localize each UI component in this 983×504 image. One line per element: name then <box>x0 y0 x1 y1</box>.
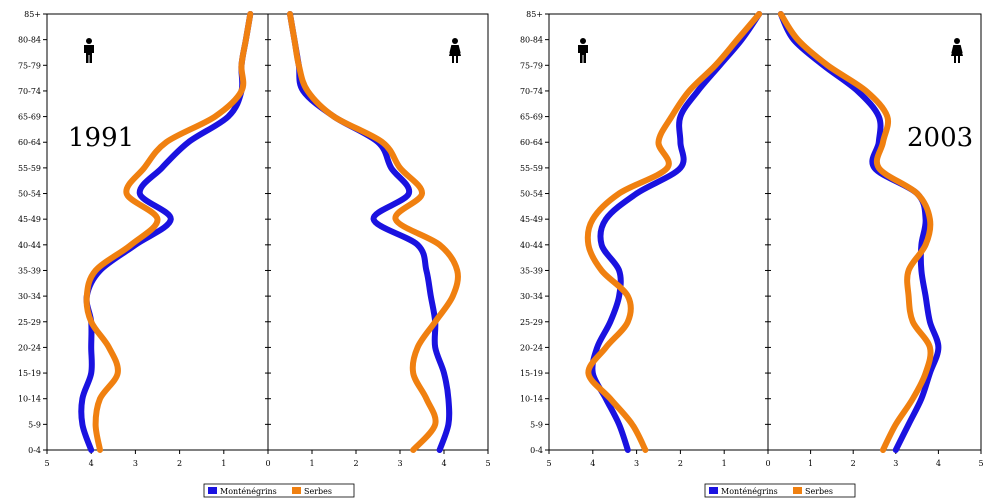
y-tick-label: 75-79 <box>18 61 41 70</box>
x-tick-label: 3 <box>893 459 898 468</box>
y-tick-label: 60-64 <box>520 138 543 147</box>
y-tick-label: 20-24 <box>18 343 41 352</box>
x-tick-label: 4 <box>590 459 595 468</box>
x-tick-label: 1 <box>221 459 226 468</box>
x-tick-label: 0 <box>265 459 270 468</box>
x-tick-label: 4 <box>936 459 941 468</box>
y-tick-label: 55-59 <box>520 164 543 173</box>
x-tick-label: 3 <box>634 459 639 468</box>
y-tick-label: 45-49 <box>520 215 543 224</box>
x-tick-label: 3 <box>397 459 402 468</box>
female-icon-head <box>954 38 960 44</box>
y-tick-label: 40-44 <box>18 241 41 250</box>
x-tick-label: 2 <box>177 459 182 468</box>
y-tick-label: 50-54 <box>18 190 41 199</box>
legend: Monténégrins Serbes <box>203 483 355 498</box>
y-tick-label: 50-54 <box>520 190 543 199</box>
series-line-female-serbes <box>777 11 934 453</box>
legend-swatch <box>208 487 217 494</box>
y-tick-label: 0-4 <box>530 446 543 455</box>
female-icon-body <box>449 45 461 63</box>
y-tick-label: 70-74 <box>520 87 543 96</box>
y-tick-label: 35-39 <box>520 266 543 275</box>
female-icon-body <box>951 45 963 63</box>
female-icon-arms <box>951 44 963 54</box>
series-line-male-montenegrins <box>589 11 763 453</box>
y-tick-label: 40-44 <box>520 241 543 250</box>
y-tick-label: 15-19 <box>18 369 41 378</box>
y-tick-label: 55-59 <box>18 164 41 173</box>
y-tick-label: 5-9 <box>530 420 543 429</box>
y-tick-label: 60-64 <box>18 138 41 147</box>
series-line-female-serbes <box>287 11 461 453</box>
series-line-male-serbes <box>584 11 763 453</box>
y-tick-label: 10-14 <box>18 395 41 404</box>
series-line-female-montenegrins <box>777 11 942 453</box>
chart-year-label: 2003 <box>907 123 973 153</box>
y-tick-label: 85+ <box>526 10 543 19</box>
series-line-male-serbes <box>83 11 254 453</box>
y-tick-label: 30-34 <box>18 292 41 301</box>
y-tick-label: 85+ <box>24 10 41 19</box>
x-tick-label: 5 <box>485 459 490 468</box>
y-tick-label: 65-69 <box>520 113 543 122</box>
y-tick-label: 25-29 <box>18 318 41 327</box>
y-tick-label: 10-14 <box>520 395 543 404</box>
y-tick-label: 70-74 <box>18 87 41 96</box>
female-icon-head <box>452 38 458 44</box>
male-icon-body <box>578 45 588 63</box>
x-tick-label: 2 <box>678 459 683 468</box>
series-line-female-montenegrins <box>287 11 453 453</box>
x-tick-label: 5 <box>978 459 983 468</box>
y-tick-label: 45-49 <box>18 215 41 224</box>
y-tick-label: 65-69 <box>18 113 41 122</box>
pyramid-panel-1991: 0-4 5-9 10-14 15-19 20-24 25-29 30-34 35-39 40-4… <box>18 10 491 498</box>
legend-label: Serbes <box>805 487 833 496</box>
x-tick-label: 2 <box>353 459 358 468</box>
male-icon-body <box>84 45 94 63</box>
y-tick-label: 25-29 <box>520 318 543 327</box>
x-tick-label: 1 <box>722 459 727 468</box>
chart-year-label: 1991 <box>68 123 134 153</box>
x-tick-label: 4 <box>441 459 446 468</box>
x-tick-label: 1 <box>808 459 813 468</box>
y-tick-label: 80-84 <box>18 36 41 45</box>
y-tick-label: 5-9 <box>28 420 41 429</box>
series-line-male-montenegrins <box>78 11 254 453</box>
legend: Monténégrins Serbes <box>704 483 856 498</box>
female-icon <box>449 38 461 63</box>
male-icon-head <box>580 38 586 44</box>
legend-swatch <box>793 487 802 494</box>
legend-swatch <box>292 487 301 494</box>
y-tick-label: 75-79 <box>520 61 543 70</box>
male-icon <box>84 38 94 63</box>
legend-box <box>704 483 856 498</box>
x-tick-label: 2 <box>851 459 856 468</box>
legend-label: Serbes <box>304 487 332 496</box>
legend-label: Monténégrins <box>721 487 778 496</box>
x-tick-label: 3 <box>133 459 138 468</box>
pyramid-panel-2003: 0-4 5-9 10-14 15-19 20-24 25-29 30-34 35-39 40-4… <box>520 10 983 498</box>
y-tick-label: 20-24 <box>520 343 543 352</box>
legend-box <box>203 483 355 498</box>
legend-swatch <box>709 487 718 494</box>
x-tick-label: 4 <box>89 459 94 468</box>
x-tick-label: 5 <box>546 459 551 468</box>
plot-frame <box>548 13 982 451</box>
x-tick-label: 1 <box>309 459 314 468</box>
female-icon-arms <box>449 44 461 54</box>
x-tick-label: 0 <box>765 459 770 468</box>
male-icon <box>578 38 588 63</box>
y-tick-label: 30-34 <box>520 292 543 301</box>
y-tick-label: 0-4 <box>28 446 41 455</box>
female-icon <box>951 38 963 63</box>
male-icon-head <box>86 38 92 44</box>
x-tick-label: 5 <box>44 459 49 468</box>
y-tick-label: 35-39 <box>18 266 41 275</box>
y-tick-label: 80-84 <box>520 36 543 45</box>
legend-label: Monténégrins <box>220 487 277 496</box>
y-tick-label: 15-19 <box>520 369 543 378</box>
